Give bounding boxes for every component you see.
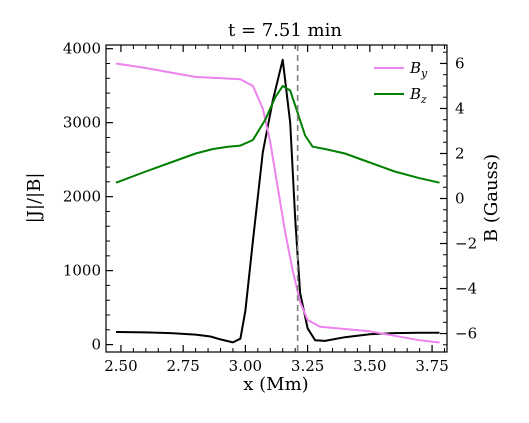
right-axis-title: B (Gauss) [481,154,502,242]
axis-ticks: 2.50 2.75 3.00 3.25 3.50 3.75 0 1000 2000 3000 400… [63,40,477,375]
right-tick-label: −2 [455,235,477,253]
x-tick-label: 3.25 [291,357,324,375]
left-tick-label: 4000 [63,40,101,58]
right-tick-label: −6 [455,325,477,343]
left-tick-label: 0 [91,336,101,354]
x-tick-label: 2.75 [166,357,199,375]
right-tick-label: 4 [455,99,465,117]
chart-title: t = 7.51 min [228,20,342,41]
legend-label: Bz [409,85,427,106]
right-tick-label: 6 [455,54,465,72]
x-tick-label: 3.50 [353,357,386,375]
x-axis-title: x (Mm) [243,374,308,395]
plot-area [115,45,440,352]
series-line-b-z [115,85,440,184]
x-tick-label: 2.50 [104,357,137,375]
left-tick-label: 3000 [63,114,101,132]
right-tick-label: −4 [455,280,477,298]
series-line-b-y [115,62,440,344]
left-axis-title: |J|/|B| [24,173,45,224]
left-tick-label: 1000 [63,262,101,280]
right-tick-label: 0 [455,190,465,208]
right-tick-label: 2 [455,144,465,162]
series-line-j-over-b [115,58,440,344]
left-tick-label: 2000 [63,188,101,206]
plot-frame [105,44,448,353]
legend: By Bz [374,59,428,106]
x-tick-label: 3.00 [229,357,262,375]
x-tick-label: 3.75 [415,357,448,375]
legend-label: By [409,59,428,80]
